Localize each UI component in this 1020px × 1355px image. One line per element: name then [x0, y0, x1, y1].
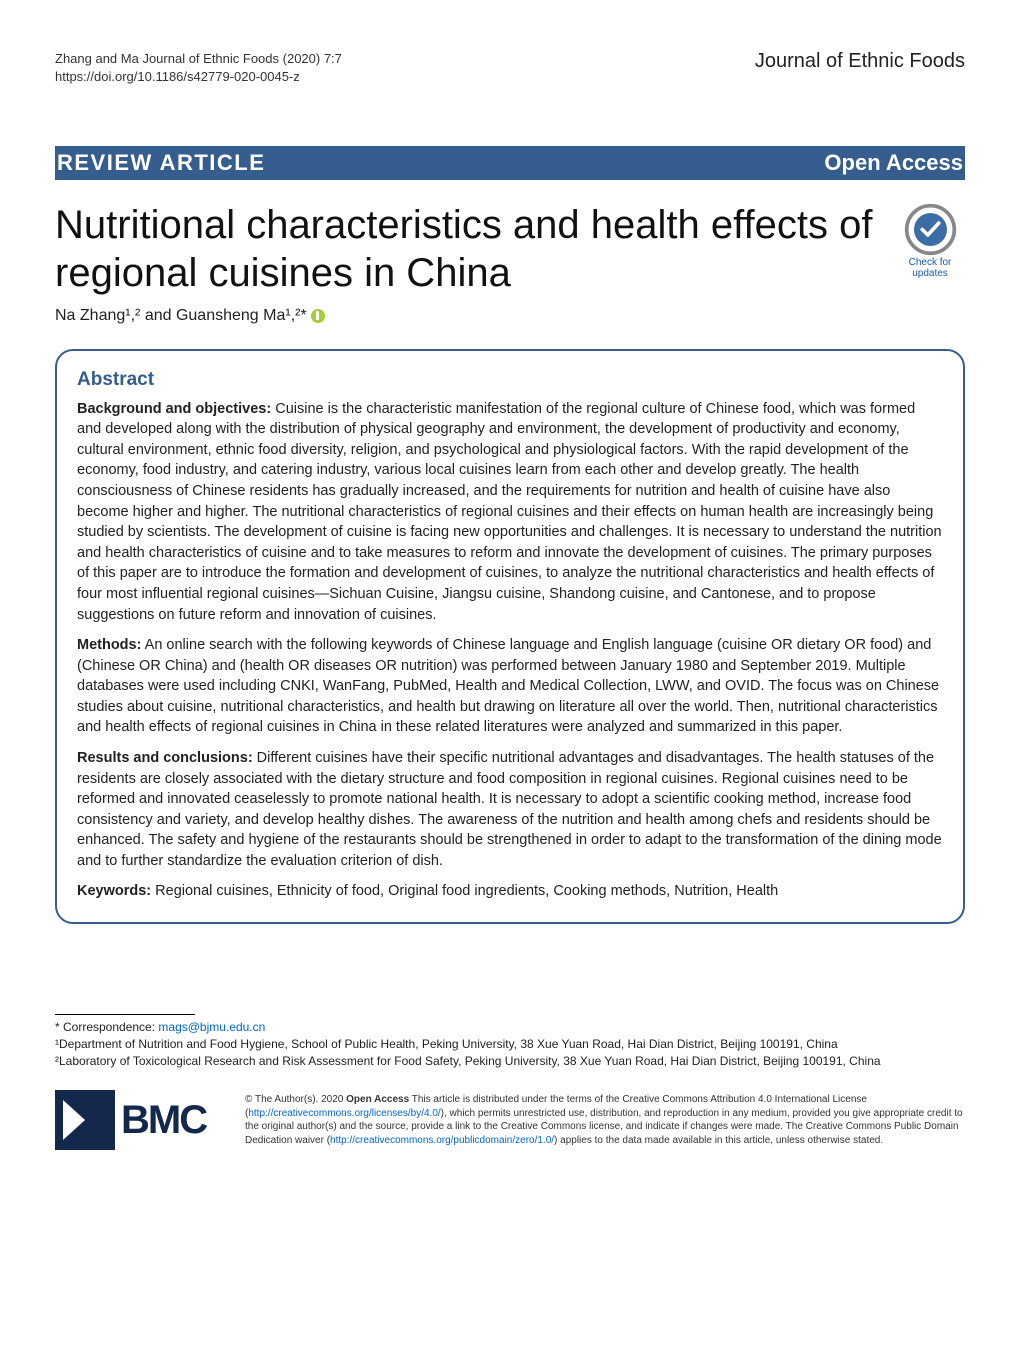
keywords-line: Keywords: Regional cuisines, Ethnicity o… — [77, 881, 943, 902]
abstract-label-background: Background and objectives: — [77, 401, 271, 417]
correspondence-block: * Correspondence: mags@bjmu.edu.cn ¹Depa… — [55, 1014, 965, 1069]
affiliation-2: ²Laboratory of Toxicological Research an… — [55, 1054, 881, 1068]
license-link-2[interactable]: http://creativecommons.org/publicdomain/… — [330, 1135, 554, 1146]
article-type-label: REVIEW ARTICLE — [55, 150, 265, 176]
correspondence-label: * Correspondence: — [55, 1020, 158, 1034]
authors-line: Na Zhang¹,² and Guansheng Ma¹,²* — [55, 307, 965, 325]
license-link-1[interactable]: http://creativecommons.org/licenses/by/4… — [248, 1108, 440, 1119]
doi-text: https://doi.org/10.1186/s42779-020-0045-… — [55, 68, 342, 86]
license-open-access: Open Access — [346, 1094, 409, 1105]
crossmark-text-2: updates — [912, 268, 948, 279]
keywords-text: Regional cuisines, Ethnicity of food, Or… — [151, 883, 778, 899]
abstract-text-background: Cuisine is the characteristic manifestat… — [77, 401, 942, 623]
abstract-text-results: Different cuisines have their specific n… — [77, 750, 942, 869]
license-text: © The Author(s). 2020 Open Access This a… — [245, 1093, 965, 1147]
bmc-logo-text: BMC — [121, 1098, 206, 1143]
abstract-text-methods: An online search with the following keyw… — [77, 637, 939, 735]
correspondence-email[interactable]: mags@bjmu.edu.cn — [158, 1020, 265, 1034]
abstract-heading: Abstract — [77, 369, 943, 391]
affiliation-1: ¹Department of Nutrition and Food Hygien… — [55, 1037, 838, 1051]
abstract-label-results: Results and conclusions: — [77, 750, 253, 766]
journal-name: Journal of Ethnic Foods — [755, 50, 965, 73]
citation-text: Zhang and Ma Journal of Ethnic Foods (20… — [55, 50, 342, 68]
open-access-label: Open Access — [824, 150, 965, 176]
abstract-section-results: Results and conclusions: Different cuisi… — [77, 748, 943, 871]
page-header: Zhang and Ma Journal of Ethnic Foods (20… — [55, 50, 965, 86]
crossmark-text-1: Check for — [909, 257, 952, 268]
crossmark-icon — [903, 202, 958, 257]
orcid-icon[interactable] — [311, 309, 325, 323]
license-body-3: ) applies to the data made available in … — [554, 1135, 883, 1146]
keywords-label: Keywords: — [77, 883, 151, 899]
article-title: Nutritional characteristics and health e… — [55, 202, 877, 296]
license-copyright: © The Author(s). 2020 — [245, 1094, 346, 1105]
correspondence-divider — [55, 1014, 195, 1015]
abstract-box: Abstract Background and objectives: Cuis… — [55, 349, 965, 924]
abstract-section-methods: Methods: An online search with the follo… — [77, 635, 943, 738]
footer-row: BMC © The Author(s). 2020 Open Access Th… — [55, 1085, 965, 1155]
abstract-label-methods: Methods: — [77, 637, 141, 653]
citation-block: Zhang and Ma Journal of Ethnic Foods (20… — [55, 50, 342, 86]
bmc-logo-icon — [55, 1090, 115, 1150]
abstract-section-background: Background and objectives: Cuisine is th… — [77, 399, 943, 625]
authors-text: Na Zhang¹,² and Guansheng Ma¹,²* — [55, 307, 307, 324]
article-type-bar: REVIEW ARTICLE Open Access — [55, 146, 965, 180]
bmc-logo: BMC — [55, 1085, 225, 1155]
crossmark-badge[interactable]: Check for updates — [895, 202, 965, 287]
